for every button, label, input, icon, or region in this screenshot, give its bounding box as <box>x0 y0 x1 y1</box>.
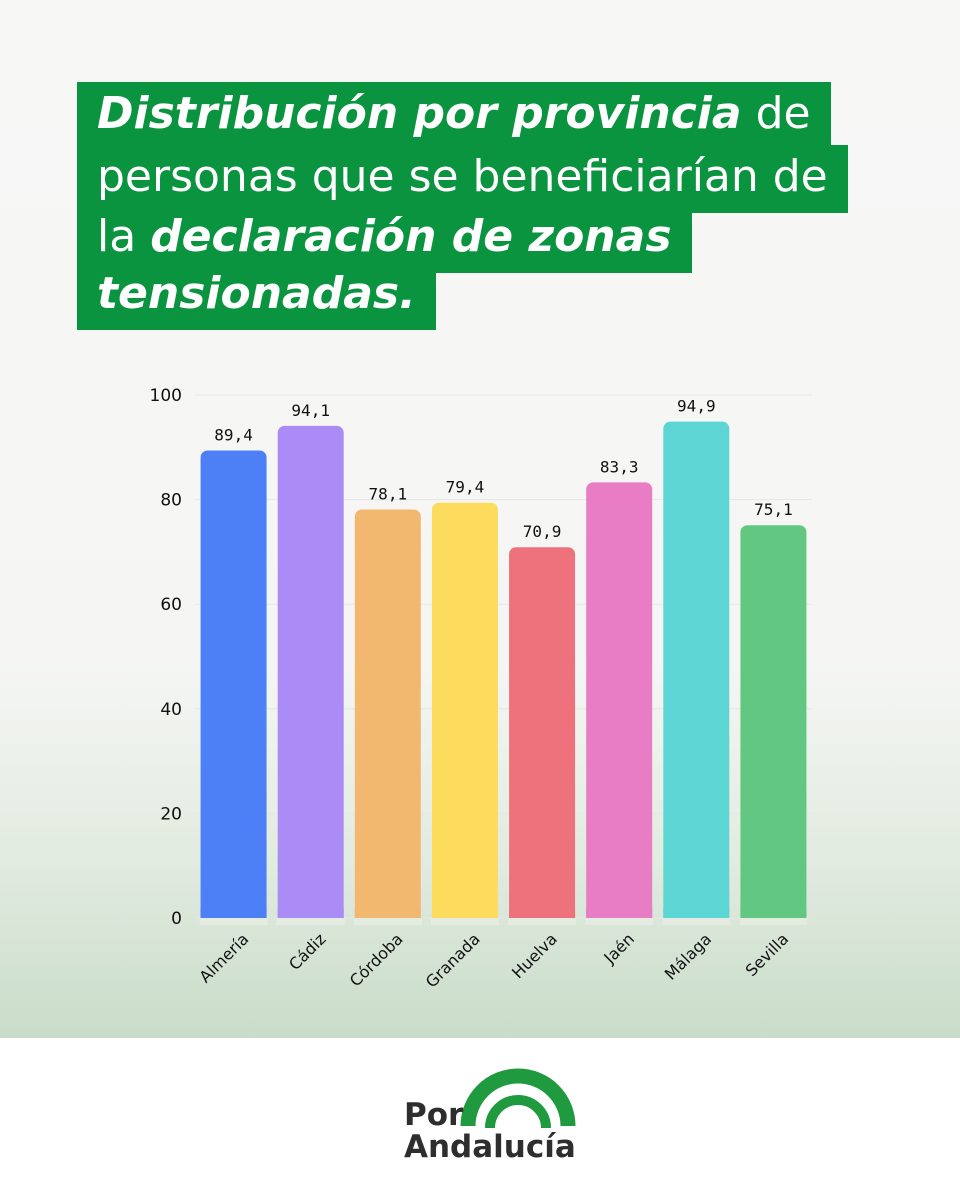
logo-arc-icon <box>460 1068 576 1129</box>
y-tick-label: 60 <box>160 595 182 615</box>
title-text-2: personas que se beneficiarían de <box>97 151 828 202</box>
y-tick-label: 100 <box>150 386 182 406</box>
title-bold-3: declaración de zonas <box>150 211 672 262</box>
title-pre-3: la <box>97 211 151 262</box>
baseline-cover <box>199 918 268 925</box>
title-bold-4: tensionadas. <box>97 268 416 319</box>
value-label: 83,3 <box>600 457 639 476</box>
title-line-3: la declaración de zonas <box>77 205 692 273</box>
por-andalucia-logo: Por Andalucía <box>400 1068 580 1168</box>
x-tick-label: Granada <box>422 929 484 991</box>
bar-base-huelva <box>509 908 576 918</box>
bar-base-málaga <box>663 908 730 918</box>
y-tick-label: 40 <box>160 700 182 720</box>
bar-almería <box>200 450 267 924</box>
bar-base-jaén <box>586 908 653 918</box>
baseline-cover <box>739 918 808 925</box>
title-line-4: tensionadas. <box>77 262 436 330</box>
baseline-cover <box>353 918 422 925</box>
baseline-cover <box>508 918 577 925</box>
bar-base-almería <box>200 908 267 918</box>
title-bold-1: Distribución por provincia <box>97 88 742 139</box>
x-tick-label: Córdoba <box>346 929 407 990</box>
value-label: 70,9 <box>523 522 562 541</box>
logo-text-por: Por <box>404 1097 464 1133</box>
bar-jaén <box>586 482 653 924</box>
bar-sevilla <box>740 525 807 924</box>
baseline-cover <box>430 918 499 925</box>
title-rest-1: de <box>741 88 811 139</box>
bar-huelva <box>509 547 576 924</box>
bar-base-granada <box>431 908 498 918</box>
x-tick-label: Málaga <box>661 929 715 983</box>
y-tick-label: 0 <box>171 909 182 929</box>
value-label: 89,4 <box>214 425 253 444</box>
x-axis: Almería Cádiz Córdoba Granada Huelva Jaén Mála… <box>195 929 792 991</box>
value-labels: 89,4 94,1 78,1 79,4 70,9 83,3 94,9 75,1 <box>214 397 792 542</box>
baseline-cover <box>276 918 345 925</box>
baseline-cover <box>585 918 654 925</box>
y-axis: 0 20 40 60 80 100 <box>150 386 182 929</box>
bar-base-córdoba <box>354 908 421 918</box>
bar-chart: 0 20 40 60 80 100 89,4 94,1 78,1 79,4 70,9 83,3 94,… <box>150 386 812 991</box>
baseline-cover <box>662 918 731 925</box>
bar-málaga <box>663 421 730 924</box>
title-line-2: personas que se beneficiarían de <box>77 145 848 213</box>
bar-córdoba <box>354 509 421 924</box>
x-tick-label: Almería <box>195 929 252 986</box>
title-line-1: Distribución por provincia de <box>77 82 831 150</box>
bars <box>199 421 808 925</box>
value-label: 79,4 <box>446 478 485 497</box>
bar-granada <box>431 502 498 924</box>
title-block: Distribución por provincia de personas q… <box>0 0 960 340</box>
x-tick-label: Cádiz <box>285 929 330 974</box>
x-tick-label: Sevilla <box>742 929 793 980</box>
value-label: 94,1 <box>291 401 330 420</box>
bar-cádiz <box>277 425 344 924</box>
x-tick-label: Jaén <box>599 929 638 968</box>
y-tick-label: 80 <box>160 491 182 511</box>
footer <box>0 1038 960 1200</box>
bar-base-cádiz <box>277 908 344 918</box>
value-label: 94,9 <box>677 397 716 416</box>
bar-base-sevilla <box>740 908 807 918</box>
value-label: 75,1 <box>754 500 793 519</box>
value-label: 78,1 <box>369 485 408 504</box>
x-tick-label: Huelva <box>508 929 561 982</box>
y-tick-label: 20 <box>160 804 182 824</box>
logo-text-andalucia: Andalucía <box>404 1129 576 1165</box>
